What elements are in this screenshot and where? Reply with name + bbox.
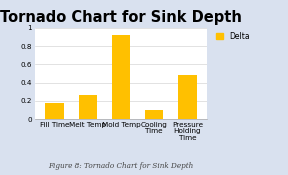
Legend: Delta: Delta (216, 32, 250, 41)
Title: Tornado Chart for Sink Depth: Tornado Chart for Sink Depth (0, 10, 242, 25)
Bar (178, 75, 196, 119)
Bar (46, 103, 64, 119)
Bar (79, 95, 97, 119)
Bar (112, 35, 130, 119)
Text: Figure 8: Tornado Chart for Sink Depth: Figure 8: Tornado Chart for Sink Depth (48, 162, 194, 170)
Bar (145, 110, 163, 119)
